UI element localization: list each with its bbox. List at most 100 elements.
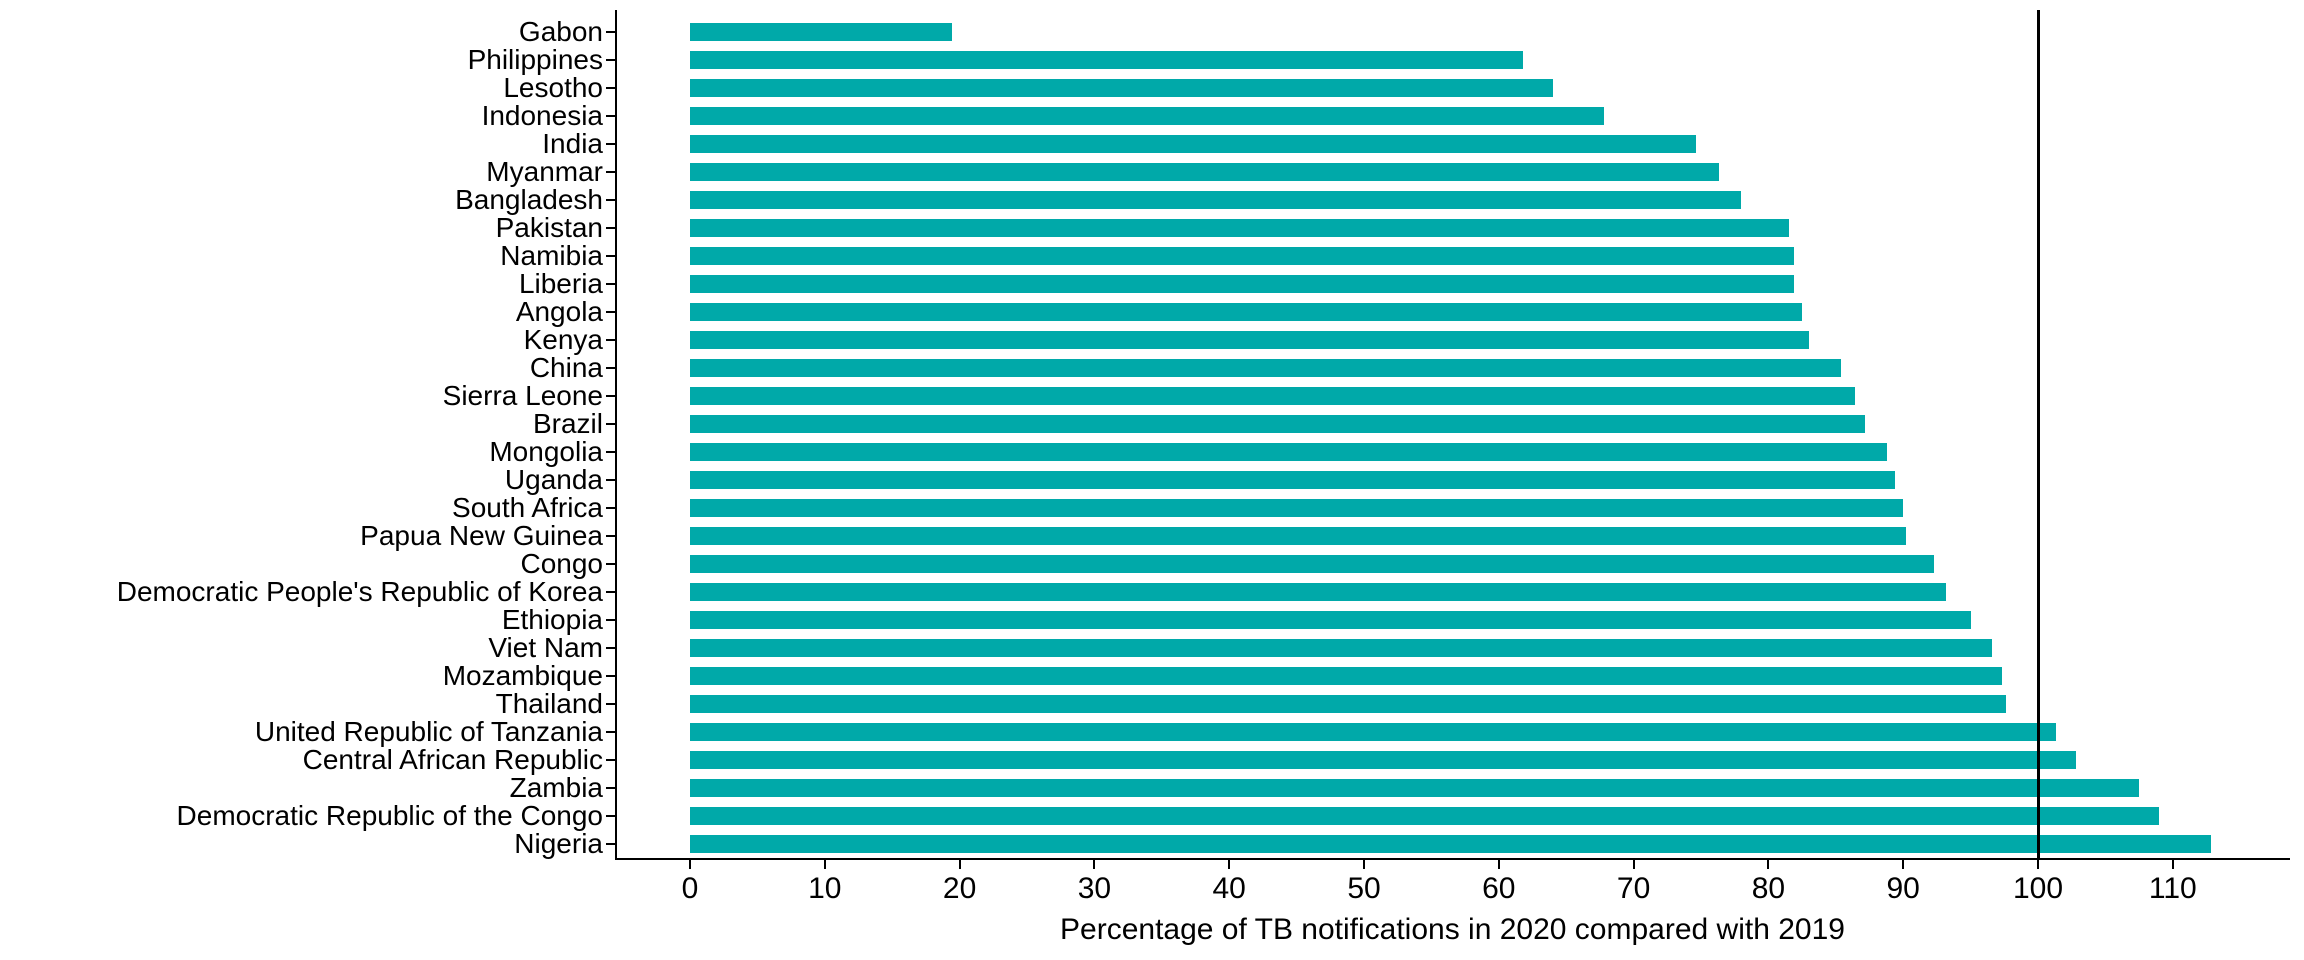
x-tick-50: [1363, 860, 1365, 869]
bar-india: [690, 134, 1696, 153]
bar-gabon: [690, 22, 952, 41]
bar-brazil: [690, 414, 1866, 433]
x-tick-label-90: 90: [1886, 872, 1920, 905]
y-axis-label-brazil: Brazil: [532, 407, 603, 439]
x-tick-20: [958, 860, 961, 869]
y-tick-viet-nam: [606, 646, 615, 649]
y-axis-label-pakistan: Pakistan: [495, 211, 603, 243]
x-tick-label-0: 0: [681, 872, 699, 905]
y-tick-ethiopia: [606, 618, 615, 621]
y-tick-central-african-republic: [606, 759, 615, 762]
bar-myanmar: [690, 162, 1719, 181]
y-tick-bangladesh: [606, 198, 615, 201]
y-tick-myanmar: [606, 170, 615, 173]
bar-papua-new-guinea: [690, 526, 1906, 545]
y-tick-pakistan: [606, 226, 615, 229]
y-axis-label-bangladesh: Bangladesh: [455, 183, 603, 215]
bar-united-republic-of-tanzania: [690, 723, 2056, 741]
y-axis-label-uganda: Uganda: [504, 463, 603, 495]
y-axis-label-india: India: [542, 127, 603, 159]
bar-central-african-republic: [690, 751, 2076, 770]
y-tick-india: [606, 142, 615, 145]
y-axis-label-mozambique: Mozambique: [442, 659, 603, 691]
bar-mongolia: [690, 442, 1888, 461]
y-axis-label-myanmar: Myanmar: [486, 155, 603, 187]
x-tick-0: [689, 860, 691, 869]
y-axis-label-sierra-leone: Sierra Leone: [442, 379, 603, 411]
x-tick-label-30: 30: [1077, 872, 1112, 905]
y-tick-liberia: [606, 282, 615, 285]
x-tick-label-60: 60: [1482, 872, 1516, 905]
bar-bangladesh: [690, 190, 1742, 209]
bar-thailand: [690, 694, 2006, 713]
x-tick-10: [823, 860, 826, 869]
y-tick-papua-new-guinea: [606, 534, 615, 537]
y-axis-label-thailand: Thailand: [495, 687, 603, 719]
y-tick-mongolia: [606, 450, 615, 453]
bar-mozambique: [690, 666, 2002, 685]
y-axis-label-nigeria: Nigeria: [514, 828, 603, 860]
y-axis-label-democratic-republic-of-the-congo: Democratic Republic of the Congo: [176, 800, 603, 832]
bar-liberia: [690, 274, 1794, 293]
y-axis-label-kenya: Kenya: [523, 323, 603, 355]
bar-nigeria: [690, 835, 2211, 854]
y-tick-china: [606, 366, 615, 369]
x-tick-label-50: 50: [1347, 872, 1381, 905]
y-axis-label-south-africa: South Africa: [452, 491, 603, 523]
x-tick-40: [1228, 860, 1231, 869]
bar-democratic-republic-of-the-congo: [690, 807, 2160, 826]
y-tick-uganda: [606, 478, 615, 481]
y-tick-south-africa: [606, 506, 615, 509]
bar-ethiopia: [690, 610, 1971, 629]
x-tick-30: [1093, 860, 1096, 869]
y-axis-label-congo: Congo: [520, 547, 603, 579]
bar-indonesia: [690, 106, 1604, 125]
y-axis-label-united-republic-of-tanzania: United Republic of Tanzania: [254, 716, 603, 747]
bar-democratic-people-s-republic-of-korea: [690, 582, 1947, 601]
y-tick-democratic-republic-of-the-congo: [606, 815, 615, 818]
y-tick-brazil: [606, 422, 615, 425]
x-tick-label-70: 70: [1616, 872, 1651, 905]
x-tick-label-100: 100: [2012, 872, 2064, 905]
y-tick-lesotho: [606, 86, 615, 89]
y-axis-label-viet-nam: Viet Nam: [488, 631, 603, 663]
x-tick-label-10: 10: [808, 872, 842, 905]
y-axis-label-indonesia: Indonesia: [481, 99, 603, 131]
y-axis-label-china: China: [529, 351, 603, 383]
y-tick-angola: [606, 310, 615, 313]
bar-zambia: [690, 779, 2140, 798]
y-axis-label-ethiopia: Ethiopia: [501, 603, 603, 635]
bar-angola: [690, 302, 1803, 321]
bar-south-africa: [690, 498, 1904, 517]
y-tick-gabon: [606, 30, 615, 33]
x-tick-100: [2037, 860, 2039, 869]
bar-china: [690, 358, 1842, 377]
y-axis-label-mongolia: Mongolia: [489, 435, 603, 467]
y-tick-mozambique: [606, 674, 615, 677]
x-tick-label-80: 80: [1751, 872, 1786, 905]
y-tick-thailand: [606, 702, 615, 705]
bar-uganda: [690, 470, 1896, 489]
x-tick-110: [2171, 860, 2174, 869]
y-tick-philippines: [606, 58, 615, 61]
y-tick-zambia: [606, 787, 615, 790]
x-axis-title: Percentage of TB notifications in 2020 c…: [1060, 913, 1845, 946]
y-axis-label-zambia: Zambia: [509, 772, 603, 804]
x-axis-line: [615, 858, 2290, 860]
y-axis-label-angola: Angola: [515, 295, 603, 327]
y-axis-label-central-african-republic: Central African Republic: [302, 744, 603, 776]
y-axis-label-liberia: Liberia: [518, 267, 603, 299]
y-axis-line: [615, 10, 617, 860]
x-tick-label-40: 40: [1212, 872, 1246, 905]
bar-lesotho: [690, 78, 1553, 97]
bar-pakistan: [690, 218, 1789, 237]
y-tick-namibia: [606, 254, 615, 257]
bar-philippines: [690, 50, 1524, 69]
x-tick-70: [1632, 860, 1635, 869]
bar-congo: [690, 554, 1935, 573]
y-tick-sierra-leone: [606, 394, 615, 397]
y-tick-congo: [606, 562, 615, 565]
bar-namibia: [690, 246, 1794, 265]
y-tick-nigeria: [606, 843, 615, 846]
